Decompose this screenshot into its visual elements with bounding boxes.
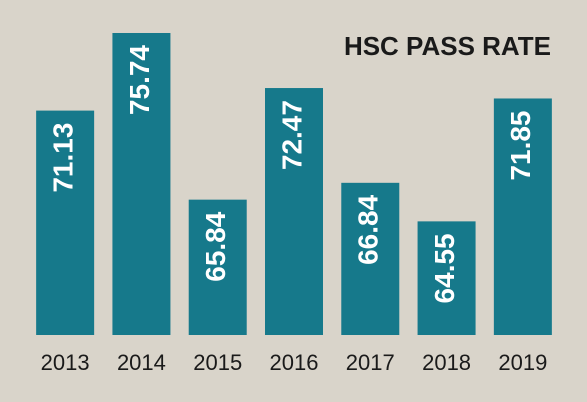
bar	[188, 199, 247, 335]
value-label: 75.74	[124, 45, 155, 115]
value-label: 65.84	[200, 211, 231, 281]
x-tick-label: 2017	[346, 350, 395, 375]
value-label: 72.47	[276, 100, 307, 170]
x-tick-label: 2016	[270, 350, 319, 375]
chart-title: HSC PASS RATE	[344, 31, 551, 61]
bar	[341, 182, 400, 335]
value-label: 66.84	[353, 194, 384, 264]
x-tick-label: 2014	[117, 350, 166, 375]
value-label: 71.85	[505, 110, 536, 180]
bar	[112, 32, 171, 336]
x-tick-label: 2019	[498, 350, 547, 375]
value-label: 64.55	[429, 233, 460, 303]
x-tick-label: 2013	[41, 350, 90, 375]
bar	[493, 98, 552, 336]
bar	[36, 110, 95, 336]
value-label: 71.13	[48, 123, 79, 193]
x-tick-label: 2015	[193, 350, 242, 375]
x-tick-label: 2018	[422, 350, 471, 375]
bar	[265, 88, 323, 335]
bar	[417, 221, 476, 335]
